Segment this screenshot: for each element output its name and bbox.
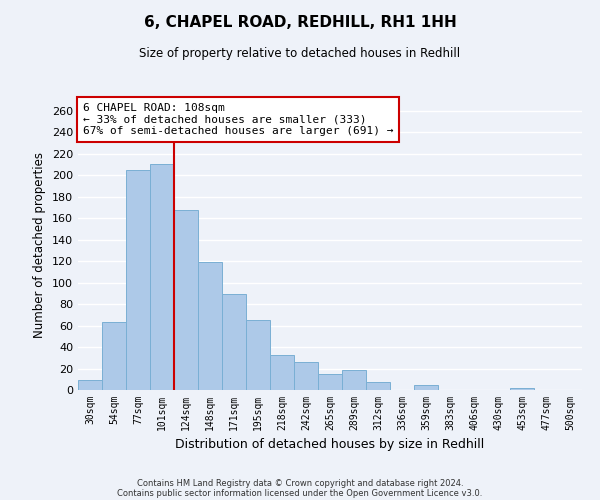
X-axis label: Distribution of detached houses by size in Redhill: Distribution of detached houses by size …: [175, 438, 485, 452]
Bar: [126, 170, 150, 390]
Bar: [150, 164, 174, 390]
Text: Contains HM Land Registry data © Crown copyright and database right 2024.: Contains HM Land Registry data © Crown c…: [137, 478, 463, 488]
Bar: [294, 362, 318, 390]
Bar: [222, 294, 246, 390]
Bar: [342, 370, 366, 390]
Bar: [174, 210, 198, 390]
Bar: [270, 354, 294, 390]
Bar: [198, 262, 222, 390]
Y-axis label: Number of detached properties: Number of detached properties: [34, 152, 46, 338]
Bar: [510, 388, 534, 390]
Bar: [366, 382, 390, 390]
Bar: [246, 320, 270, 390]
Bar: [414, 384, 438, 390]
Text: Contains public sector information licensed under the Open Government Licence v3: Contains public sector information licen…: [118, 488, 482, 498]
Text: 6 CHAPEL ROAD: 108sqm
← 33% of detached houses are smaller (333)
67% of semi-det: 6 CHAPEL ROAD: 108sqm ← 33% of detached …: [83, 103, 394, 136]
Text: 6, CHAPEL ROAD, REDHILL, RH1 1HH: 6, CHAPEL ROAD, REDHILL, RH1 1HH: [143, 15, 457, 30]
Text: Size of property relative to detached houses in Redhill: Size of property relative to detached ho…: [139, 48, 461, 60]
Bar: [78, 380, 102, 390]
Bar: [102, 322, 126, 390]
Bar: [318, 374, 342, 390]
